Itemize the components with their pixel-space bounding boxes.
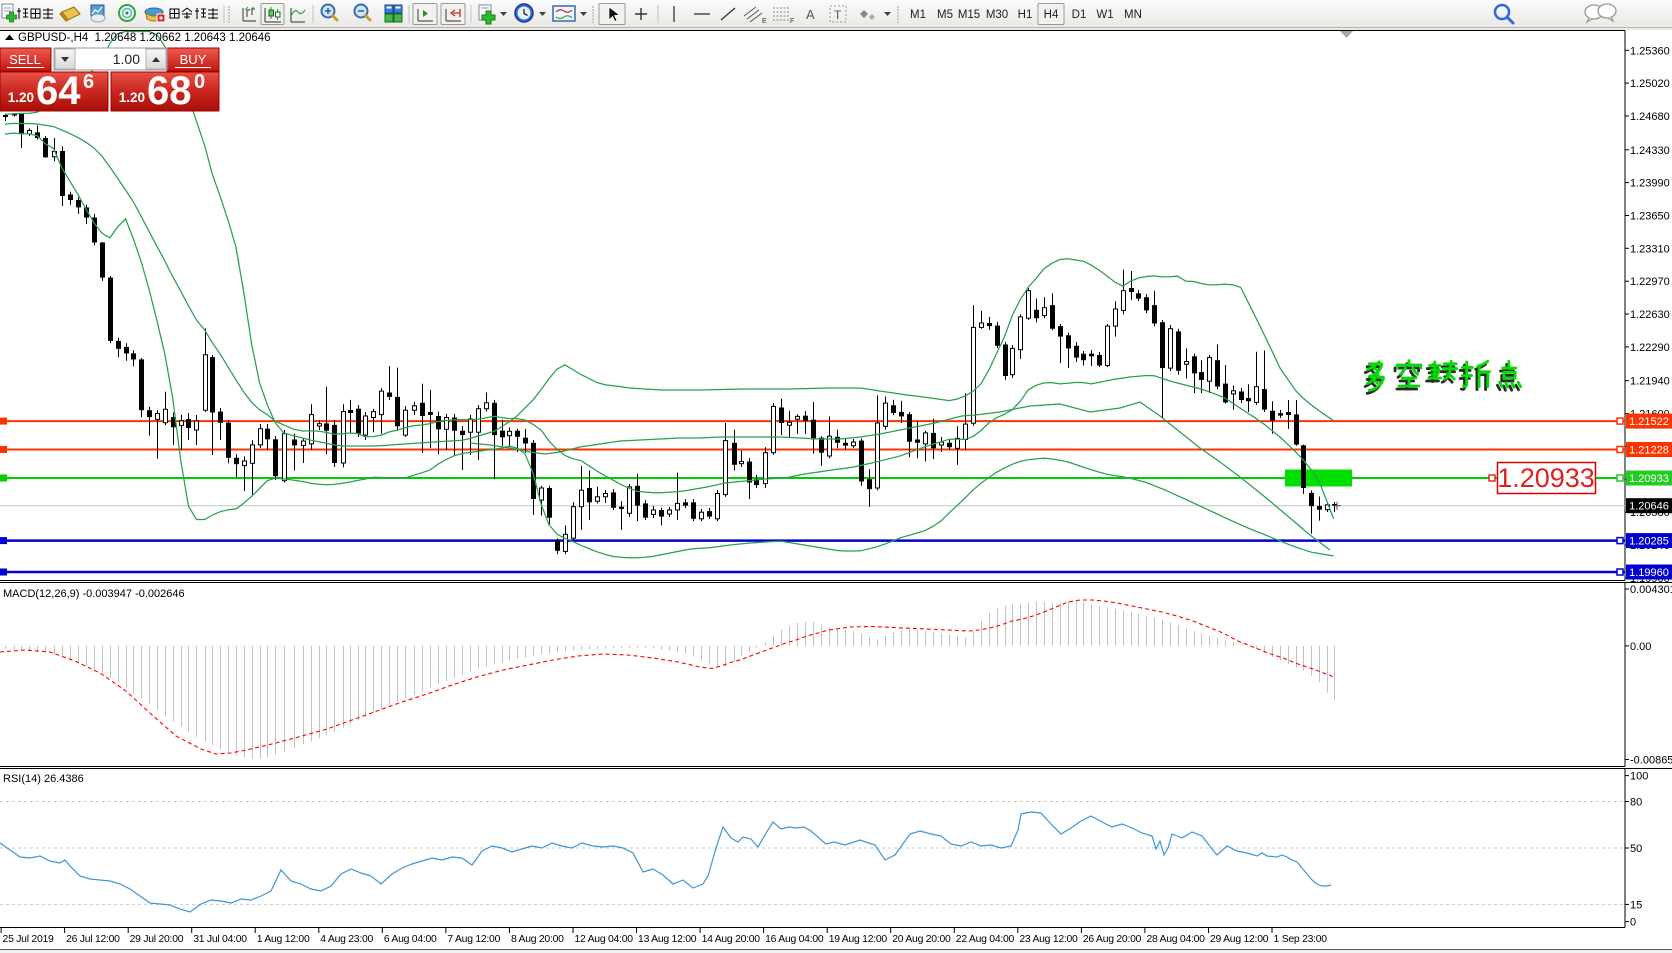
svg-text:1 Aug 12:00: 1 Aug 12:00	[257, 934, 310, 945]
svg-text:1.20: 1.20	[119, 90, 145, 105]
svg-text:M30: M30	[986, 9, 1008, 21]
svg-text:1.20646: 1.20646	[1629, 501, 1669, 513]
svg-text:6: 6	[83, 71, 94, 93]
svg-text:19 Aug 12:00: 19 Aug 12:00	[829, 934, 888, 945]
svg-text:22 Aug 04:00: 22 Aug 04:00	[956, 934, 1015, 945]
svg-text:50: 50	[1630, 843, 1642, 855]
svg-text:RSI(14) 26.4386: RSI(14) 26.4386	[3, 773, 84, 785]
svg-text:1.21228: 1.21228	[1629, 444, 1669, 456]
svg-text:1.21522: 1.21522	[1629, 416, 1669, 428]
svg-text:0: 0	[194, 71, 205, 93]
svg-text:15: 15	[1630, 899, 1642, 911]
svg-text:1.20: 1.20	[8, 90, 34, 105]
svg-text:1 Sep 23:00: 1 Sep 23:00	[1274, 934, 1328, 945]
svg-text:1.20933: 1.20933	[1497, 463, 1595, 493]
svg-text:28 Aug 04:00: 28 Aug 04:00	[1146, 934, 1205, 945]
svg-text:M15: M15	[958, 9, 980, 21]
svg-text:1.23310: 1.23310	[1630, 243, 1670, 255]
svg-text:80: 80	[1630, 797, 1642, 809]
svg-text:F: F	[790, 18, 794, 25]
svg-text:1.24330: 1.24330	[1630, 145, 1670, 157]
svg-text:1.22970: 1.22970	[1630, 276, 1670, 288]
svg-text:23 Aug 12:00: 23 Aug 12:00	[1019, 934, 1078, 945]
svg-text:H1: H1	[1018, 9, 1033, 21]
svg-text:12 Aug 04:00: 12 Aug 04:00	[575, 934, 634, 945]
svg-text:14 Aug 20:00: 14 Aug 20:00	[702, 934, 761, 945]
svg-text:1.00: 1.00	[113, 51, 140, 67]
svg-text:29 Jul 20:00: 29 Jul 20:00	[130, 934, 184, 945]
svg-text:1.23650: 1.23650	[1630, 210, 1670, 222]
svg-text:31 Jul 04:00: 31 Jul 04:00	[193, 934, 247, 945]
svg-text:SELL: SELL	[9, 52, 41, 67]
svg-text:26 Aug 20:00: 26 Aug 20:00	[1083, 934, 1142, 945]
svg-text:1.22290: 1.22290	[1630, 342, 1670, 354]
svg-text:1.19960: 1.19960	[1629, 567, 1669, 579]
svg-text:1.20285: 1.20285	[1629, 536, 1669, 548]
svg-text:D1: D1	[1072, 9, 1087, 21]
svg-text:1.23990: 1.23990	[1630, 178, 1670, 190]
svg-text:20 Aug 20:00: 20 Aug 20:00	[892, 934, 951, 945]
svg-text:W1: W1	[1096, 9, 1113, 21]
svg-text:H4: H4	[1044, 9, 1059, 21]
svg-text:4 Aug 23:00: 4 Aug 23:00	[320, 934, 373, 945]
svg-text:GBPUSD-,H4 1.20648 1.20662 1.: GBPUSD-,H4 1.20648 1.20662 1.20643 1.206…	[18, 32, 271, 44]
svg-text:16 Aug 04:00: 16 Aug 04:00	[765, 934, 824, 945]
svg-text:1.21940: 1.21940	[1630, 376, 1670, 388]
svg-text:0: 0	[1630, 917, 1636, 929]
svg-text:29 Aug 12:00: 29 Aug 12:00	[1210, 934, 1269, 945]
svg-text:68: 68	[147, 69, 192, 113]
svg-text:6 Aug 04:00: 6 Aug 04:00	[384, 934, 437, 945]
svg-text:BUY: BUY	[180, 52, 207, 67]
svg-text:1.20933: 1.20933	[1629, 473, 1669, 485]
svg-text:26 Jul 12:00: 26 Jul 12:00	[66, 934, 120, 945]
svg-text:13 Aug 12:00: 13 Aug 12:00	[638, 934, 697, 945]
svg-text:M1: M1	[910, 9, 926, 21]
svg-text:1.22630: 1.22630	[1630, 309, 1670, 321]
svg-text:MACD(12,26,9) -0.003947 -0.002: MACD(12,26,9) -0.003947 -0.002646	[3, 588, 185, 600]
svg-text:E: E	[762, 18, 767, 25]
svg-text:8 Aug 20:00: 8 Aug 20:00	[511, 934, 564, 945]
svg-text:100: 100	[1630, 771, 1648, 783]
svg-text:1.24680: 1.24680	[1630, 111, 1670, 123]
svg-text:M5: M5	[937, 9, 953, 21]
svg-text:0.004301: 0.004301	[1630, 584, 1672, 596]
svg-text:A: A	[806, 7, 815, 22]
svg-text:64: 64	[36, 69, 81, 113]
svg-text:1.25360: 1.25360	[1630, 45, 1670, 57]
svg-text:1.25020: 1.25020	[1630, 78, 1670, 90]
svg-text:0.00: 0.00	[1630, 641, 1651, 653]
svg-text:MN: MN	[1124, 9, 1142, 21]
svg-text:7 Aug 12:00: 7 Aug 12:00	[447, 934, 500, 945]
svg-text:T: T	[834, 8, 842, 22]
svg-text:25 Jul 2019: 25 Jul 2019	[3, 934, 54, 945]
